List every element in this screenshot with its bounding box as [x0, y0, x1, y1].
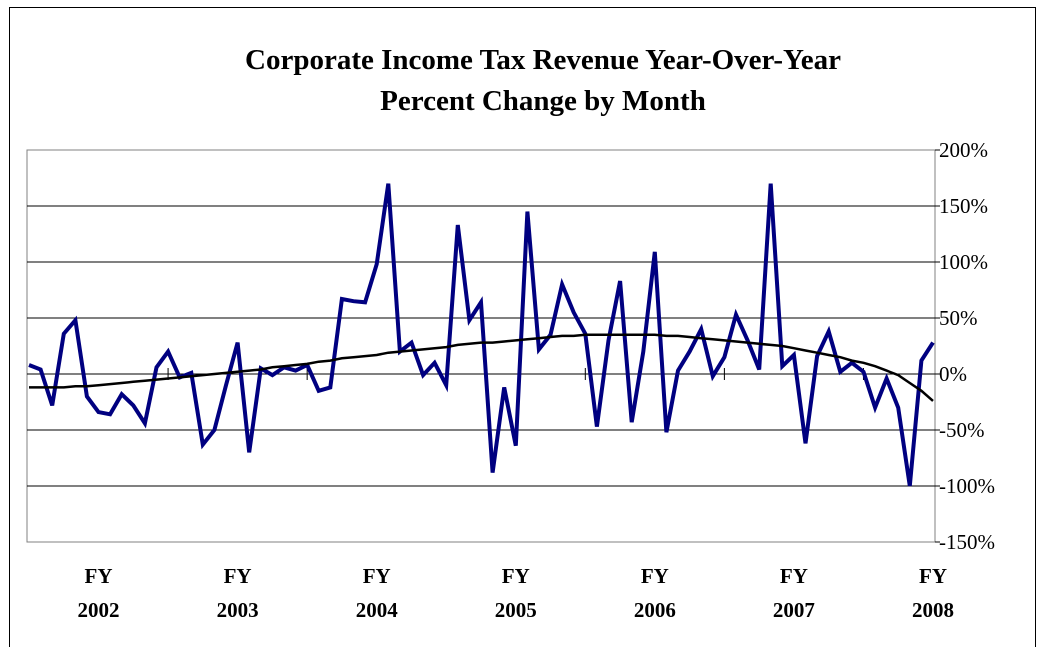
series-line-trend	[29, 333, 934, 402]
x-category-label: 2004	[356, 598, 399, 622]
y-tick-label: 200%	[939, 138, 988, 162]
x-category-label: FY	[502, 564, 530, 588]
y-tick-label: -50%	[939, 418, 985, 442]
x-category-label: 2007	[773, 598, 815, 622]
y-tick-label: -150%	[939, 530, 995, 554]
series-lines	[28, 183, 935, 487]
x-category-label: FY	[85, 564, 113, 588]
x-category-label: 2003	[217, 598, 259, 622]
x-axis: FY 2002 FY 2003 FY 2004 FY 2005 FY 2006 FY 2007 FY 20…	[27, 368, 954, 622]
x-category-label: 2006	[634, 598, 676, 622]
x-category-label: FY	[363, 564, 391, 588]
chart-title: Corporate Income Tax Revenue Year-Over-Y…	[245, 44, 841, 76]
y-tick-label: 150%	[939, 194, 988, 218]
chart-subtitle: Percent Change by Month	[380, 85, 706, 117]
x-category-label: 2002	[78, 598, 120, 622]
y-tick-label: -100%	[939, 474, 995, 498]
y-tick-label: 50%	[939, 306, 978, 330]
x-category-label: 2005	[495, 598, 537, 622]
y-tick-label: 100%	[939, 250, 988, 274]
plot-area	[26, 149, 936, 543]
x-category-label: 2008	[912, 598, 954, 622]
y-tick-label: 0%	[939, 362, 967, 386]
plot-border	[26, 149, 936, 543]
x-category-label: FY	[919, 564, 947, 588]
x-category-label: FY	[641, 564, 669, 588]
x-category-label: FY	[224, 564, 252, 588]
y-axis-ticks: 200% 150% 100% 50% 0% -50% -100% -150%	[935, 138, 995, 554]
x-category-label: FY	[780, 564, 808, 588]
